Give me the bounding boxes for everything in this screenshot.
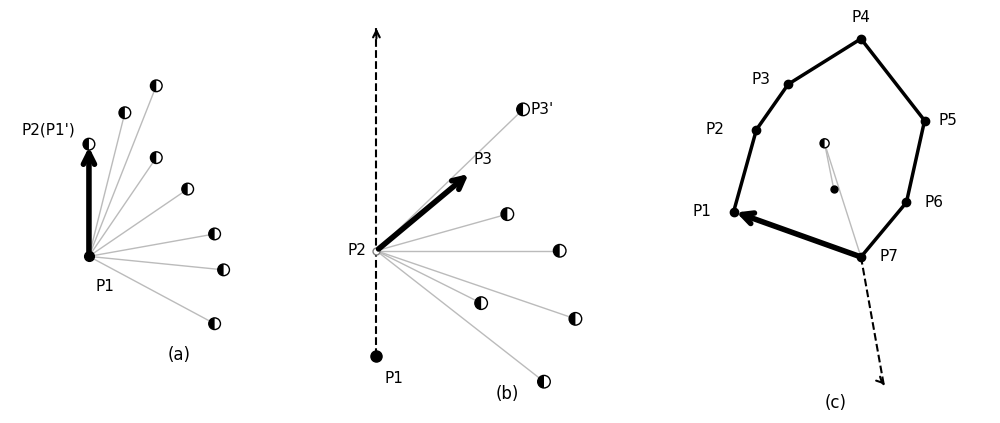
Wedge shape (182, 183, 188, 195)
Wedge shape (553, 244, 560, 257)
Wedge shape (119, 107, 125, 118)
Text: P6: P6 (925, 195, 944, 210)
Text: P1: P1 (384, 371, 403, 386)
Text: P2(P1'): P2(P1') (22, 122, 75, 137)
Wedge shape (150, 80, 156, 92)
Text: P1: P1 (692, 204, 711, 219)
Circle shape (218, 264, 229, 276)
Text: (c): (c) (825, 393, 847, 412)
Text: P2: P2 (347, 243, 366, 258)
Wedge shape (218, 264, 224, 276)
Circle shape (538, 375, 550, 388)
Wedge shape (569, 313, 575, 325)
Text: P4: P4 (852, 10, 870, 25)
Circle shape (517, 103, 529, 115)
Circle shape (119, 107, 131, 118)
Circle shape (820, 139, 829, 148)
Circle shape (209, 318, 220, 330)
Wedge shape (209, 228, 215, 240)
Text: P3': P3' (531, 102, 554, 117)
Text: P2: P2 (706, 122, 725, 137)
Text: P7: P7 (879, 250, 898, 264)
Wedge shape (538, 375, 544, 388)
Wedge shape (83, 138, 89, 150)
Wedge shape (209, 318, 215, 330)
Circle shape (209, 228, 220, 240)
Circle shape (553, 244, 566, 257)
Text: P3: P3 (751, 72, 770, 87)
Circle shape (150, 80, 162, 92)
Text: (b): (b) (496, 385, 519, 403)
Text: (a): (a) (167, 346, 190, 364)
Wedge shape (150, 152, 156, 163)
Circle shape (475, 297, 487, 310)
Text: P3: P3 (473, 152, 492, 167)
Wedge shape (475, 297, 481, 310)
Wedge shape (820, 139, 825, 148)
Circle shape (569, 313, 582, 325)
Circle shape (150, 152, 162, 163)
Wedge shape (517, 103, 523, 115)
Circle shape (182, 183, 194, 195)
Circle shape (501, 208, 514, 220)
Wedge shape (501, 208, 507, 220)
Text: P1: P1 (96, 279, 115, 294)
Circle shape (83, 138, 95, 150)
Text: P5: P5 (938, 113, 957, 128)
